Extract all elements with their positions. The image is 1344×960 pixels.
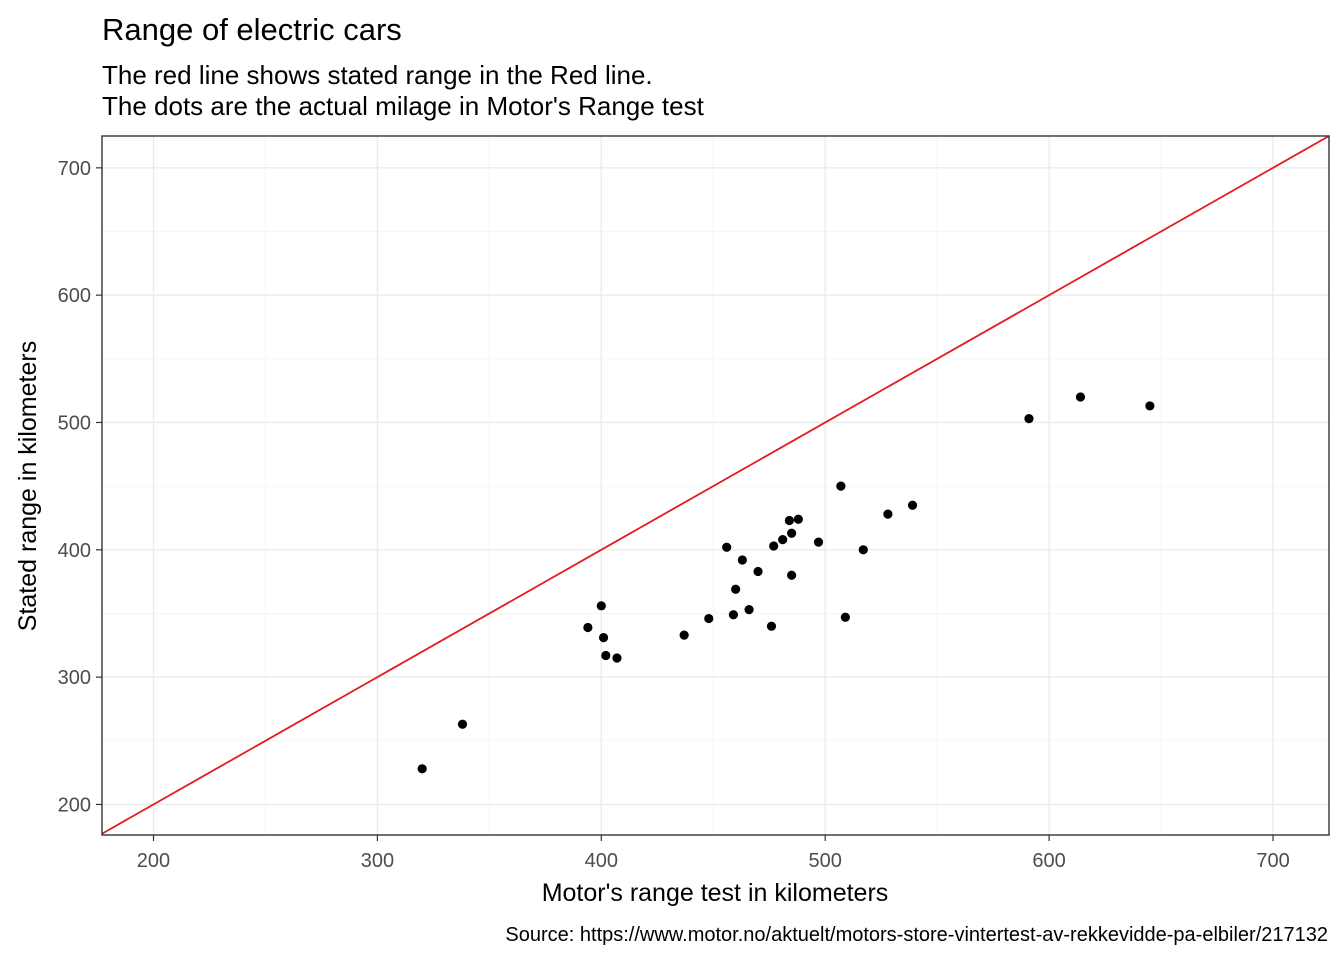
data-point: [737, 555, 747, 565]
y-tick-label: 700: [58, 158, 91, 180]
x-axis: 200 300 400 500 600 700: [137, 835, 1290, 872]
y-tick-label: 400: [58, 540, 91, 562]
data-point: [766, 621, 777, 631]
data-point: [784, 515, 794, 526]
data-point: [778, 535, 788, 545]
chart-title: Range of electric cars: [102, 12, 402, 47]
data-point: [753, 566, 763, 577]
data-point: [598, 633, 609, 643]
data-point: [787, 528, 797, 538]
y-axis-title: Stated range in kilometers: [14, 341, 42, 631]
data-point: [744, 605, 754, 615]
chart-subtitle-line-1: The red line shows stated range in the R…: [102, 60, 653, 90]
data-point: [836, 481, 846, 491]
data-point: [840, 612, 850, 622]
data-point: [769, 541, 779, 551]
y-tick-label: 200: [58, 794, 91, 816]
y-tick-label: 300: [58, 667, 91, 689]
x-tick-label: 700: [1256, 850, 1289, 872]
x-tick-label: 500: [809, 850, 842, 872]
source-caption: Source: https://www.motor.no/aktuelt/mot…: [505, 924, 1328, 946]
data-point: [417, 764, 427, 774]
x-tick-label: 400: [585, 850, 618, 872]
data-point: [858, 545, 868, 555]
data-point: [1024, 414, 1034, 424]
data-point: [813, 537, 824, 547]
data-point: [601, 650, 611, 661]
data-point: [612, 653, 622, 663]
data-point: [787, 570, 797, 580]
y-axis: 200 300 400 500 600 700: [58, 158, 102, 816]
stated-range-reference-line: [101, 135, 1330, 835]
data-point: [728, 610, 739, 620]
x-tick-label: 600: [1032, 850, 1065, 872]
data-point: [1075, 392, 1086, 402]
chart-subtitle-line-2: The dots are the actual milage in Motor'…: [102, 91, 705, 121]
data-point: [679, 630, 689, 640]
grid: [102, 136, 1329, 835]
data-point: [793, 514, 803, 524]
y-tick-label: 600: [58, 285, 91, 307]
data-point: [704, 613, 714, 624]
reference-line-layer: [101, 135, 1330, 835]
data-point: [596, 601, 606, 611]
x-axis-title: Motor's range test in kilometers: [542, 879, 889, 907]
y-tick-label: 500: [58, 412, 91, 434]
data-point: [907, 500, 918, 510]
panel-border: [101, 135, 1330, 836]
data-point: [731, 584, 741, 594]
data-point: [1145, 401, 1155, 411]
data-point: [457, 719, 468, 729]
data-point: [722, 542, 732, 552]
x-tick-label: 200: [137, 850, 170, 872]
data-point: [883, 509, 893, 519]
x-tick-label: 300: [361, 850, 394, 872]
data-point: [583, 622, 593, 633]
points-layer: [417, 392, 1155, 774]
